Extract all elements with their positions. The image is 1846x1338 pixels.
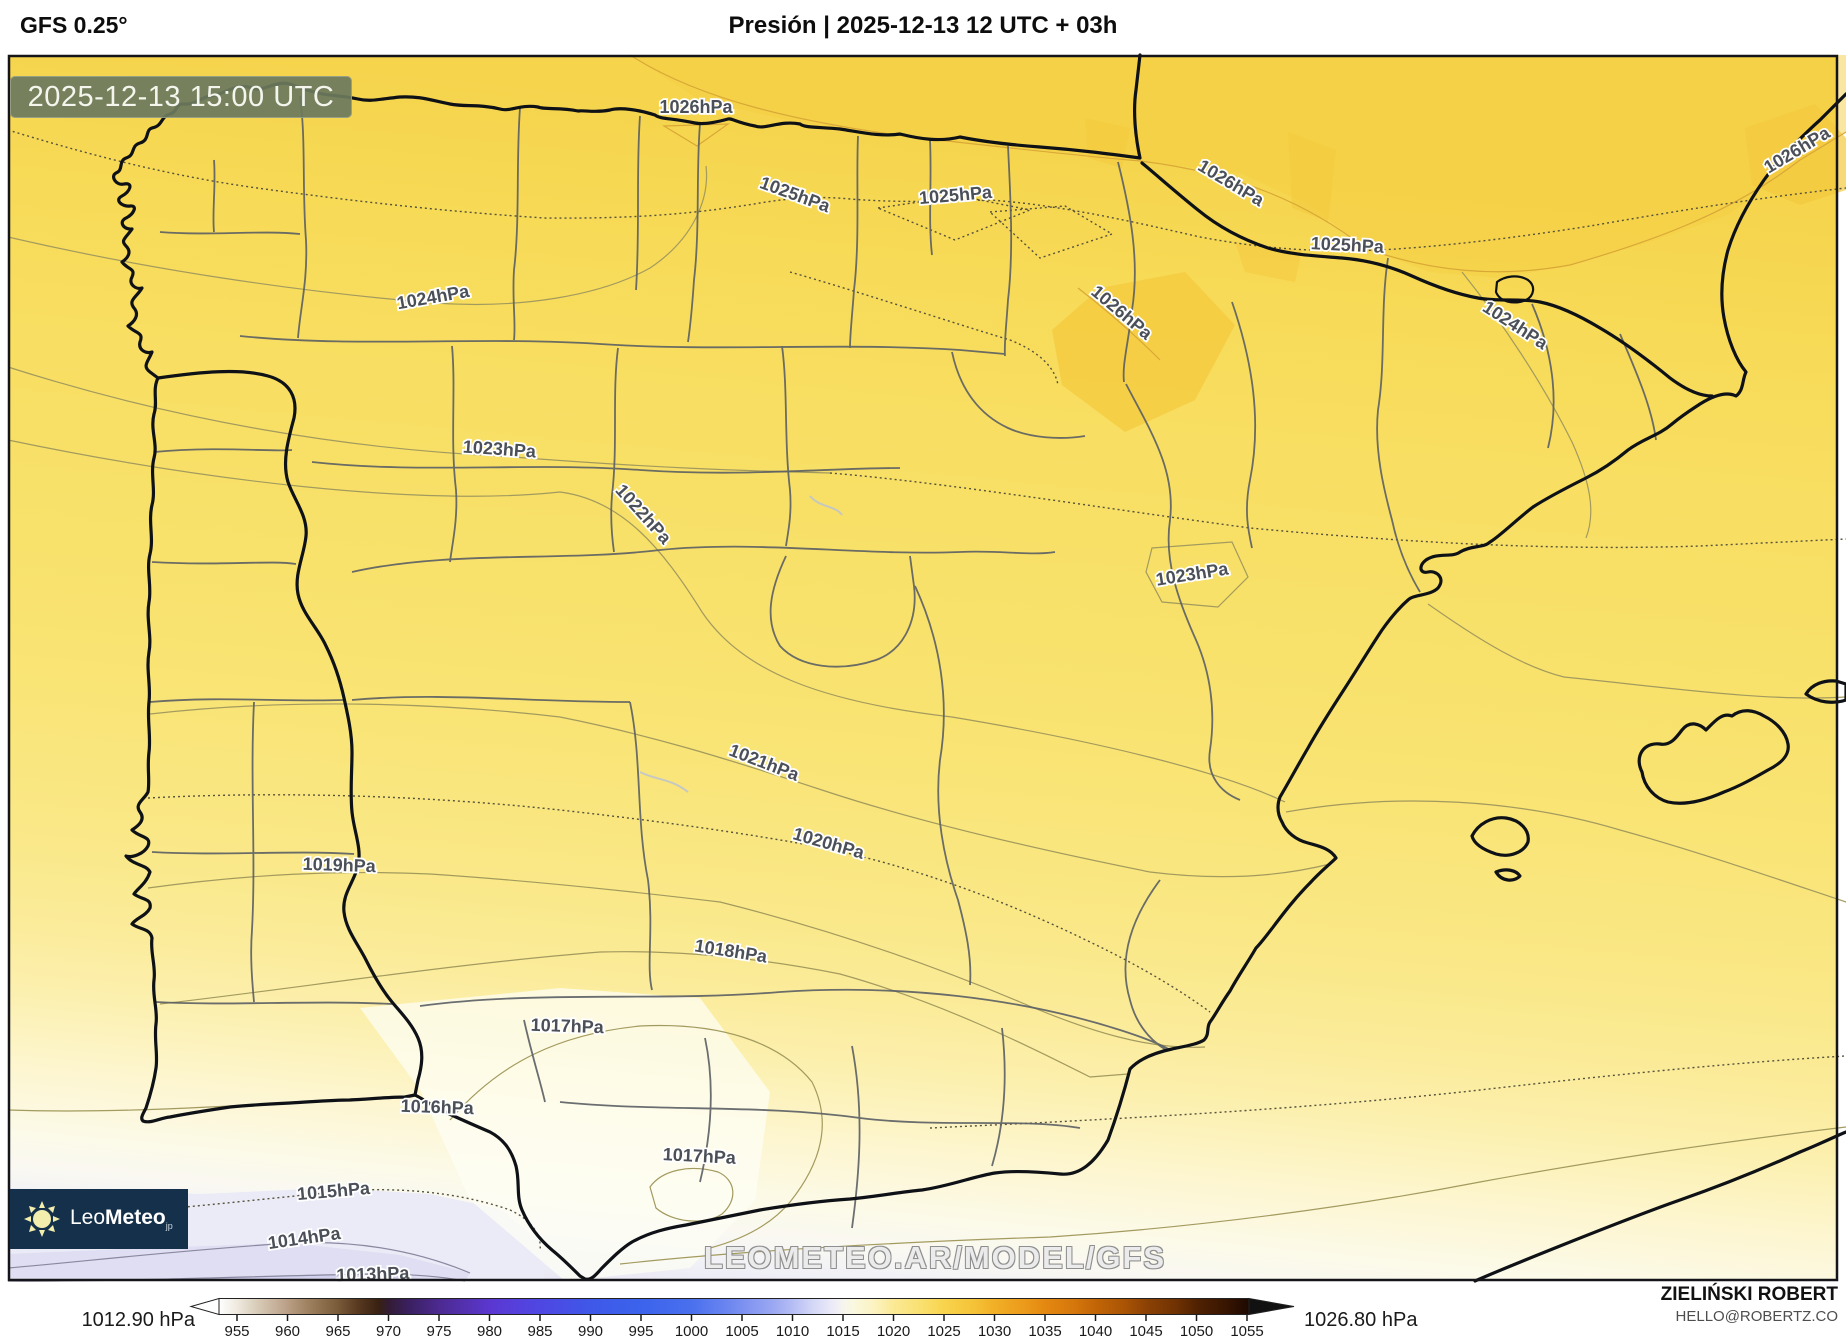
colorbar-tick-label: 965 xyxy=(325,1323,350,1338)
colorbar-tick-label: 975 xyxy=(426,1323,451,1338)
band-1015-1017 xyxy=(360,988,770,1281)
colorbar-tick-label: 1045 xyxy=(1129,1323,1162,1338)
colorbar-tick-label: 1055 xyxy=(1230,1323,1263,1338)
border-portugal-spain xyxy=(156,369,424,1097)
logo-text: LeoMeteojp xyxy=(70,1206,173,1232)
model-label: GFS 0.25° xyxy=(20,12,128,38)
page-title: Presión | 2025-12-13 12 UTC + 03h xyxy=(728,12,1118,39)
colorbar-tick-label: 1005 xyxy=(725,1323,758,1338)
colorbar-tick-label: 1015 xyxy=(826,1323,859,1338)
colorbar-tick-label: 985 xyxy=(527,1323,552,1338)
isobar-dotted-lines xyxy=(7,129,1846,1251)
colorbar-arrow-right xyxy=(1248,1297,1295,1316)
ibiza xyxy=(1470,816,1530,857)
high-band-france xyxy=(630,55,1846,278)
colorbar-tick-label: 955 xyxy=(224,1323,249,1338)
colorbar-bar xyxy=(218,1298,1250,1315)
isobar-label: 1026hPa xyxy=(659,97,733,117)
colorbar-tick-label: 1000 xyxy=(675,1323,708,1338)
colorbar-tick-label: 1030 xyxy=(978,1323,1011,1338)
high-patch-navarra xyxy=(1052,272,1235,432)
sun-icon xyxy=(24,1201,60,1237)
province-borders xyxy=(149,95,1657,1229)
isobar-solid-lines xyxy=(7,165,1846,1282)
isobar-label: 1017hPa xyxy=(530,1015,605,1038)
colorbar-tick-label: 1040 xyxy=(1079,1323,1112,1338)
menorca xyxy=(1804,679,1846,704)
mallorca xyxy=(1637,709,1790,805)
colorbar-ticks: 955 960 965 970 975 980 985 990 995 1000 1005 1010 1… xyxy=(224,1314,1264,1338)
watermark: LEOMETEO.AR/MODEL/GFS xyxy=(703,1240,1167,1275)
colorbar-tick-label: 1010 xyxy=(776,1323,809,1338)
high-patch-corner xyxy=(1745,104,1846,205)
high-patch-pyrenees-2 xyxy=(1288,132,1336,222)
contact-credit: HELLO@ROBERTZ.CO xyxy=(1675,1308,1838,1325)
colorbar-tick-label: 1025 xyxy=(927,1323,960,1338)
map-frame xyxy=(7,54,1839,1282)
colorbar-tick-label: 995 xyxy=(628,1323,653,1338)
colorbar-max-value: 1026.80 hPa xyxy=(1304,1309,1418,1331)
leometeo-logo: LeoMeteojp xyxy=(10,1189,188,1249)
colorbar-tick-label: 990 xyxy=(578,1323,603,1338)
colorbar-tick-label: 970 xyxy=(376,1323,401,1338)
africa-coast xyxy=(1473,1130,1846,1283)
colorbar-min-value: 1012.90 hPa xyxy=(81,1309,195,1331)
colorbar-tick-label: 960 xyxy=(275,1323,300,1338)
timestamp-badge: 2025-12-13 15:00 UTC xyxy=(10,76,352,118)
andorra xyxy=(1494,275,1535,304)
isobar-label: 1019hPa xyxy=(302,854,377,877)
colorbar-tick-label: 1050 xyxy=(1180,1323,1213,1338)
isobar-1026-contours xyxy=(629,54,1846,361)
isobar-label: 1016hPa xyxy=(400,1096,475,1119)
isobar-label: 1025hPa xyxy=(1310,233,1385,257)
border-france-spain xyxy=(1140,161,1714,398)
river-lines xyxy=(639,495,843,793)
band-below-1014 xyxy=(8,1243,470,1281)
author-credit: ZIELIŃSKI ROBERT xyxy=(1660,1284,1838,1305)
colorbar-tick-label: 1020 xyxy=(877,1323,910,1338)
colorbar-tick-label: 1035 xyxy=(1028,1323,1061,1338)
colorbar-tick-label: 980 xyxy=(477,1323,502,1338)
formentera xyxy=(1494,868,1522,882)
colorbar-arrow-left xyxy=(189,1297,220,1316)
